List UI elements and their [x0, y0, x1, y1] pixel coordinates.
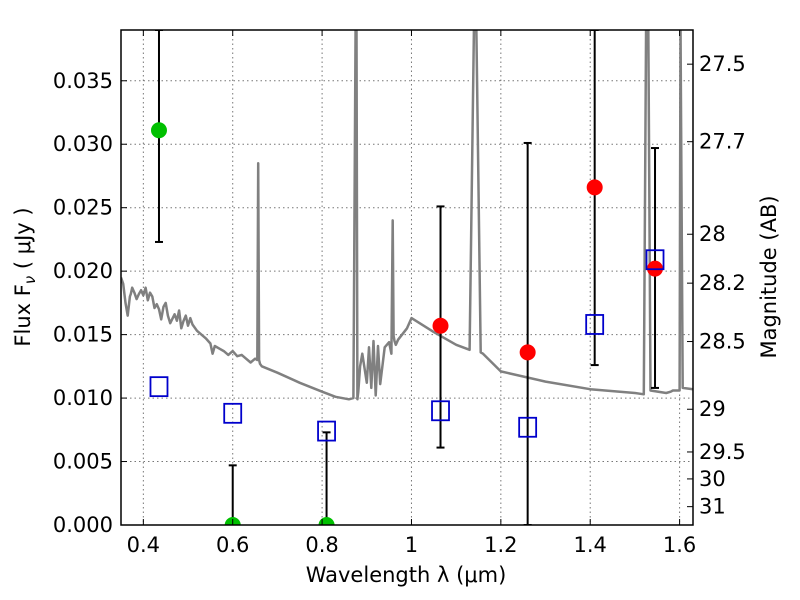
y-axis-label: Flux Fν ( μJy ) [11, 207, 39, 346]
y-tick-label: 0.015 [53, 323, 113, 347]
data-point [318, 517, 335, 525]
y-axis-label-unit: ( μJy ) [11, 207, 35, 275]
y-tick-label: 0.025 [53, 196, 113, 220]
x-tick-label: 0.6 [216, 533, 249, 557]
mag-tick-label: 29.5 [699, 440, 746, 464]
y-tick-label: 0.035 [53, 69, 113, 93]
x-tick-label: 1 [405, 533, 418, 557]
mag-tick-label: 28.2 [699, 271, 746, 295]
model-photometry-point [317, 420, 336, 442]
y-tick-label: 0.005 [53, 450, 113, 474]
model-photometry-point [585, 314, 605, 335]
model-photometry-point [431, 400, 450, 422]
data-point [150, 122, 167, 139]
x-tick-label: 1.4 [574, 533, 607, 557]
y-axis-label-main: Flux F [11, 284, 35, 346]
y-tick-label: 0.010 [53, 386, 113, 410]
y2-axis-label: Magnitude (AB) [757, 195, 781, 358]
mag-tick-label: 27.7 [699, 130, 746, 154]
data-point [586, 179, 603, 196]
mag-tick-label: 28.5 [699, 330, 746, 354]
x-tick-label: 0.8 [305, 533, 338, 557]
mag-tick-label: 30 [699, 467, 726, 491]
model-photometry-point [518, 416, 538, 438]
mag-tick-label: 28 [699, 222, 726, 246]
mag-tick-label: 31 [699, 495, 726, 519]
model-photometry-point [223, 402, 243, 424]
data-point [519, 344, 536, 361]
model-photometry-point [645, 249, 665, 271]
x-axis-label: Wavelength λ (μm) [306, 563, 507, 587]
plot-area [121, 30, 693, 525]
x-tick-label: 0.4 [127, 533, 160, 557]
sed-model-line [121, 30, 693, 401]
mag-tick-label: 27.5 [699, 52, 746, 76]
y-tick-label: 0.000 [53, 513, 113, 537]
x-tick-label: 1.2 [484, 533, 517, 557]
x-tick-label: 1.6 [663, 533, 696, 557]
model-photometry-point [149, 376, 169, 398]
y-axis-label-subscript: ν [21, 276, 39, 284]
data-point [432, 317, 449, 334]
grid [121, 30, 693, 526]
axes: 0.4 0.6 0.8 1 1.2 1.4 1.6 0.000 0.005 0.010 0.015 0… [53, 30, 746, 557]
plot-frame [120, 29, 694, 526]
y-tick-label: 0.020 [53, 259, 113, 283]
y-tick-label: 0.030 [53, 132, 113, 156]
mag-tick-label: 29 [699, 397, 726, 421]
